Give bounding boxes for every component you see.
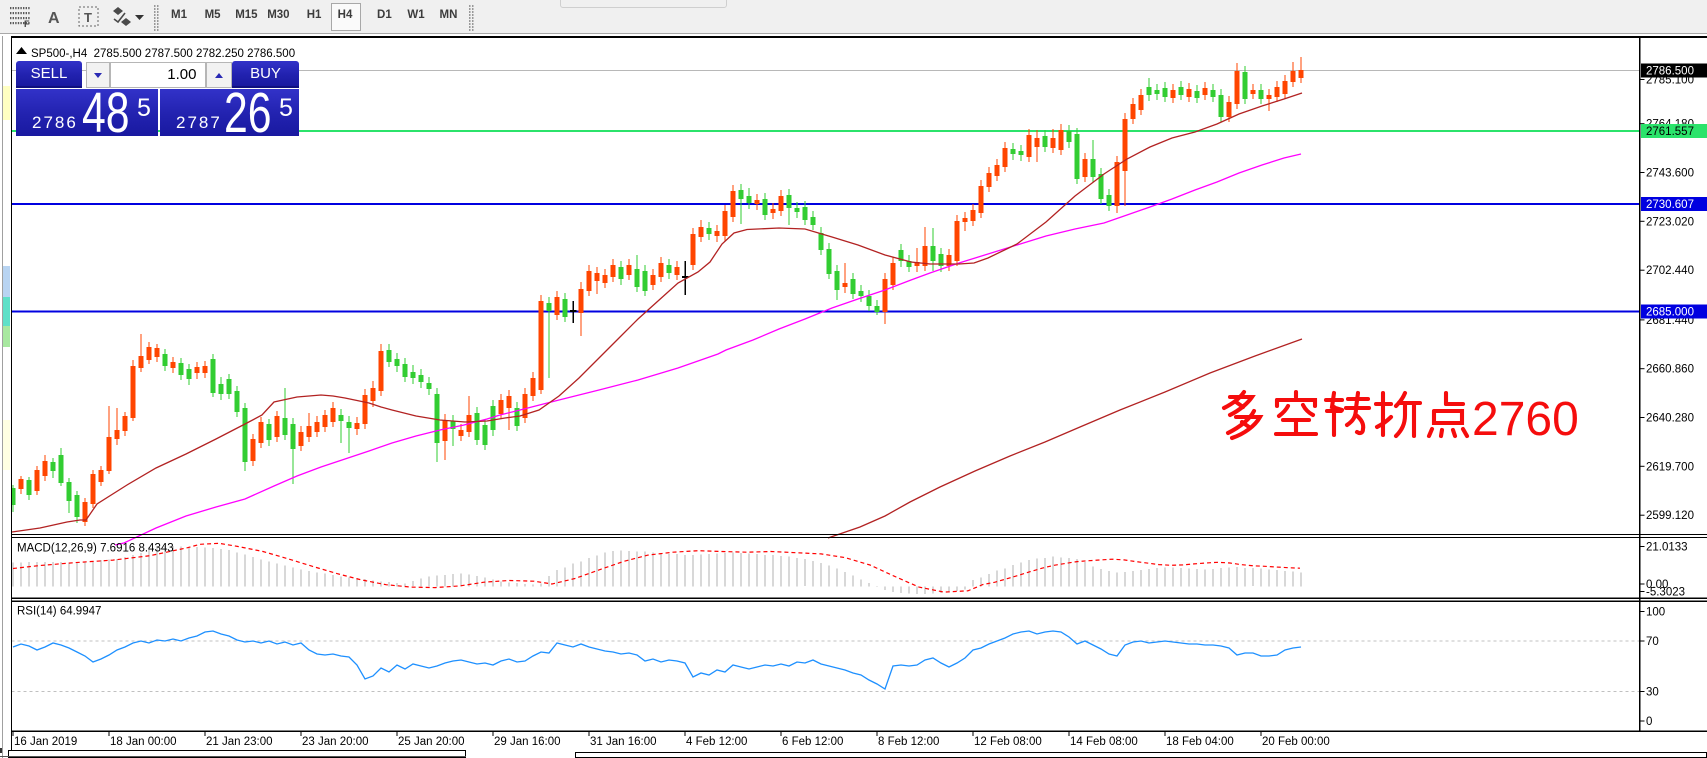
svg-text:2786.500: 2786.500 xyxy=(1646,66,1694,78)
svg-text:29 Jan 16:00: 29 Jan 16:00 xyxy=(494,736,561,748)
svg-text:21 Jan 23:00: 21 Jan 23:00 xyxy=(206,736,273,748)
svg-text:2761.557: 2761.557 xyxy=(1646,126,1694,138)
svg-text:2730.607: 2730.607 xyxy=(1646,199,1694,211)
svg-text:0: 0 xyxy=(1646,716,1652,728)
svg-text:2702.440: 2702.440 xyxy=(1646,265,1694,277)
svg-text:20 Feb 00:00: 20 Feb 00:00 xyxy=(1262,736,1330,748)
svg-text:SP500-,H4 2785.500 2787.500 2: SP500-,H4 2785.500 2787.500 2782.250 278… xyxy=(31,48,295,60)
svg-text:2743.600: 2743.600 xyxy=(1646,168,1694,180)
svg-text:-5.3023: -5.3023 xyxy=(1646,587,1685,599)
svg-text:A: A xyxy=(48,10,60,27)
svg-text:2723.020: 2723.020 xyxy=(1646,216,1694,228)
svg-text:31 Jan 16:00: 31 Jan 16:00 xyxy=(590,736,657,748)
svg-text:4 Feb 12:00: 4 Feb 12:00 xyxy=(686,736,747,748)
svg-text:14 Feb 08:00: 14 Feb 08:00 xyxy=(1070,736,1138,748)
svg-text:23 Jan 20:00: 23 Jan 20:00 xyxy=(302,736,369,748)
svg-text:F: F xyxy=(24,19,30,29)
svg-text:21.0133: 21.0133 xyxy=(1646,542,1688,554)
svg-text:8 Feb 12:00: 8 Feb 12:00 xyxy=(878,736,939,748)
svg-text:2619.700: 2619.700 xyxy=(1646,461,1694,473)
svg-text:2599.120: 2599.120 xyxy=(1646,510,1694,522)
svg-text:30: 30 xyxy=(1646,687,1659,699)
svg-text:18 Feb 04:00: 18 Feb 04:00 xyxy=(1166,736,1234,748)
svg-text:25 Jan 20:00: 25 Jan 20:00 xyxy=(398,736,465,748)
svg-text:T: T xyxy=(84,10,92,25)
svg-text:2640.280: 2640.280 xyxy=(1646,413,1694,425)
svg-text:2760: 2760 xyxy=(1472,393,1579,446)
svg-text:6 Feb 12:00: 6 Feb 12:00 xyxy=(782,736,843,748)
svg-text:0.00: 0.00 xyxy=(1646,579,1668,591)
svg-text:70: 70 xyxy=(1646,636,1659,648)
svg-text:12 Feb 08:00: 12 Feb 08:00 xyxy=(974,736,1042,748)
svg-text:MACD(12,26,9) 7.6916 8.4343: MACD(12,26,9) 7.6916 8.4343 xyxy=(17,543,174,555)
svg-text:RSI(14) 64.9947: RSI(14) 64.9947 xyxy=(17,606,101,618)
svg-text:18 Jan 00:00: 18 Jan 00:00 xyxy=(110,736,177,748)
svg-text:2685.000: 2685.000 xyxy=(1646,307,1694,319)
svg-text:100: 100 xyxy=(1646,607,1665,619)
svg-text:2660.860: 2660.860 xyxy=(1646,364,1694,376)
svg-text:16 Jan 2019: 16 Jan 2019 xyxy=(14,736,77,748)
